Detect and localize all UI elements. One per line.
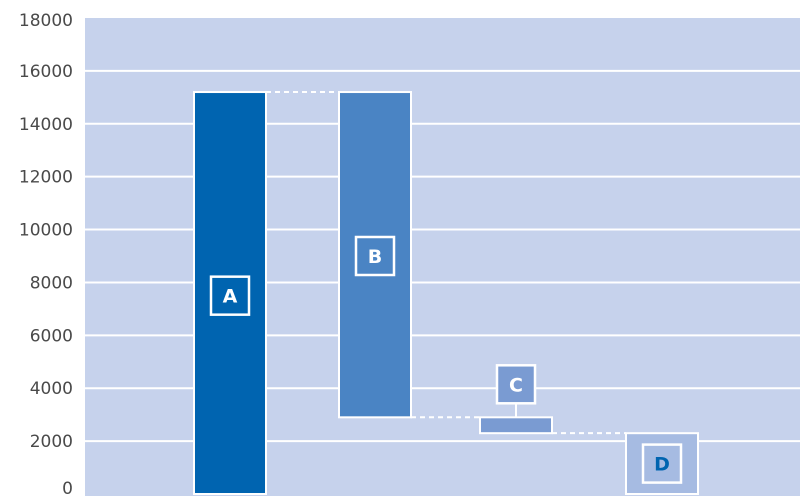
bar-label-box (641, 443, 683, 484)
y-tick-label: 14000 (19, 115, 73, 135)
y-tick-label: 18000 (19, 11, 73, 31)
y-tick-label: 10000 (19, 221, 73, 241)
bar-label-d: D (654, 454, 670, 476)
plot-background (85, 18, 800, 496)
y-axis-tick-labels: 0 2000 4000 6000 8000 10000 12000 14000 16000 180… (19, 11, 73, 496)
bar-label-box (495, 364, 537, 405)
bar-c (479, 416, 553, 435)
bar-label-a: A (223, 286, 238, 308)
y-tick-label: 12000 (19, 168, 73, 188)
y-tick-label: 6000 (30, 326, 73, 346)
y-tick-label: 0 (62, 479, 73, 496)
bar-labels: A B C D (209, 235, 683, 484)
bars (193, 91, 699, 496)
bar-label-box (209, 275, 251, 316)
y-tick-label: 16000 (19, 62, 73, 82)
bar-label-b: B (368, 246, 382, 268)
bar-label-c: C (509, 374, 523, 396)
y-tick-label: 4000 (30, 379, 73, 399)
bar-label-box (354, 235, 396, 277)
connector-lines (266, 91, 626, 435)
y-tick-label: 8000 (30, 273, 73, 293)
y-tick-label: 2000 (30, 432, 73, 452)
